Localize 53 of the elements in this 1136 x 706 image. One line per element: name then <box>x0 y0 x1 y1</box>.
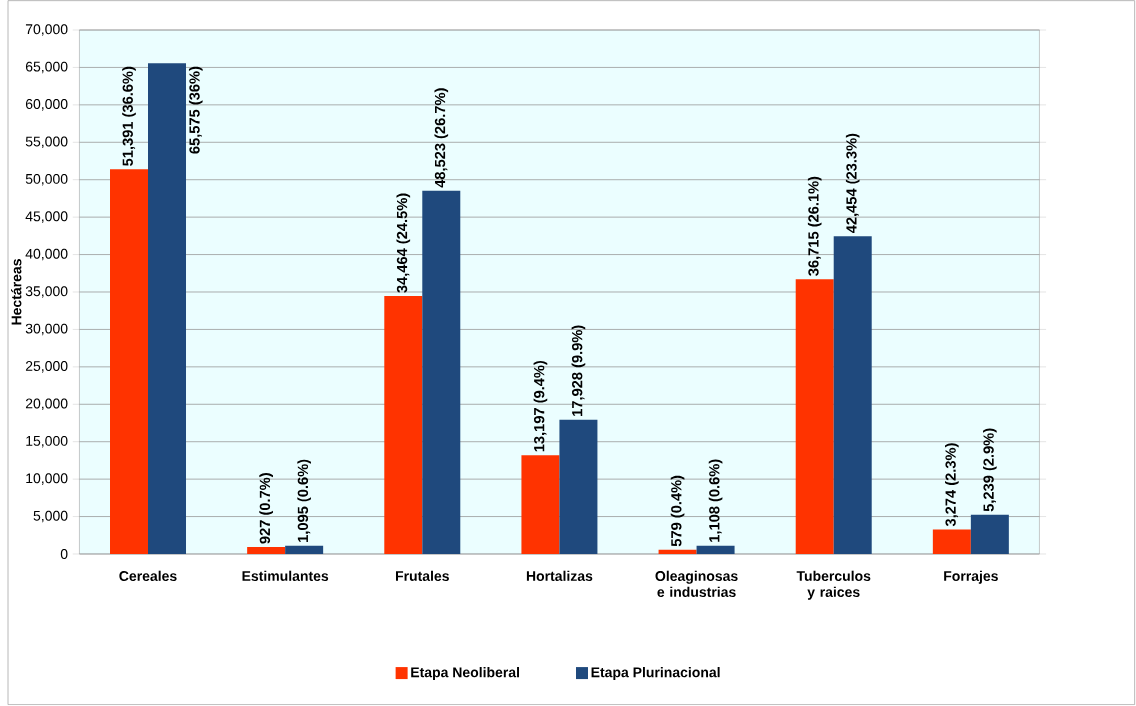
x-tick-label: Oleaginosas e industrias <box>655 570 738 597</box>
data-label: 48,523 (26.7%) <box>434 88 449 188</box>
data-label: 1,108 (0.6%) <box>708 459 723 542</box>
y-tick-label: 5,000 <box>33 510 68 523</box>
bar <box>970 514 1009 554</box>
bar <box>110 169 149 554</box>
y-axis-title: Hectáreas <box>11 259 22 325</box>
x-tick-label: Tuberculos y raices <box>796 570 871 600</box>
x-tick-label: Frutales <box>396 570 449 581</box>
y-tick-label: 55,000 <box>25 136 68 149</box>
y-tick-label: 20,000 <box>25 398 68 411</box>
data-label: 34,464 (24.5%) <box>396 193 411 293</box>
y-tick-label: 65,000 <box>25 61 68 74</box>
bar <box>148 63 187 554</box>
bar <box>285 545 324 554</box>
data-label: 42,454 (23.3%) <box>845 133 860 234</box>
bar <box>559 419 598 554</box>
data-label: 65,575 (36%) <box>188 66 203 154</box>
bar <box>696 545 735 554</box>
data-label: 579 (0.4%) <box>670 475 685 547</box>
data-label: 17,928 (9.9%) <box>571 325 586 416</box>
legend-label: Etapa Plurinacional <box>591 667 720 681</box>
y-tick-label: 70,000 <box>25 24 68 36</box>
data-label: 13,197 (9.4%) <box>533 360 548 452</box>
bar <box>384 296 423 554</box>
x-tick-label: Cereales <box>119 570 177 581</box>
bar <box>833 236 872 554</box>
bar <box>247 547 286 554</box>
bar <box>658 549 697 554</box>
y-tick-label: 60,000 <box>25 99 68 111</box>
bar <box>795 279 834 554</box>
bar <box>521 455 560 554</box>
legend-label: Etapa Neoliberal <box>411 667 519 681</box>
data-label: 36,715 (26.1%) <box>807 176 822 276</box>
y-tick-label: 45,000 <box>25 211 68 223</box>
data-label: 927 (0.7%) <box>259 473 273 544</box>
x-tick-label: Estimulantes <box>242 570 329 581</box>
data-label: 1,095 (0.6%) <box>297 459 311 542</box>
data-label: 3,274 (2.3%) <box>945 443 959 527</box>
bar <box>932 529 971 554</box>
y-tick-label: 40,000 <box>25 248 68 261</box>
y-tick-label: 10,000 <box>26 473 68 485</box>
y-tick-label: 25,000 <box>25 361 68 373</box>
y-tick-label: 15,000 <box>26 435 68 448</box>
data-label: 5,239 (2.9%) <box>983 428 997 512</box>
y-tick-label: 35,000 <box>25 286 68 298</box>
y-tick-label: 50,000 <box>25 173 68 186</box>
y-tick-label: 30,000 <box>25 323 68 336</box>
y-tick-label: 0 <box>60 549 68 559</box>
bar <box>422 190 461 554</box>
x-tick-label: Forrajes <box>944 570 998 584</box>
x-tick-label: Hortalizas <box>526 570 593 581</box>
data-label: 51,391 (36.6%) <box>122 66 136 166</box>
